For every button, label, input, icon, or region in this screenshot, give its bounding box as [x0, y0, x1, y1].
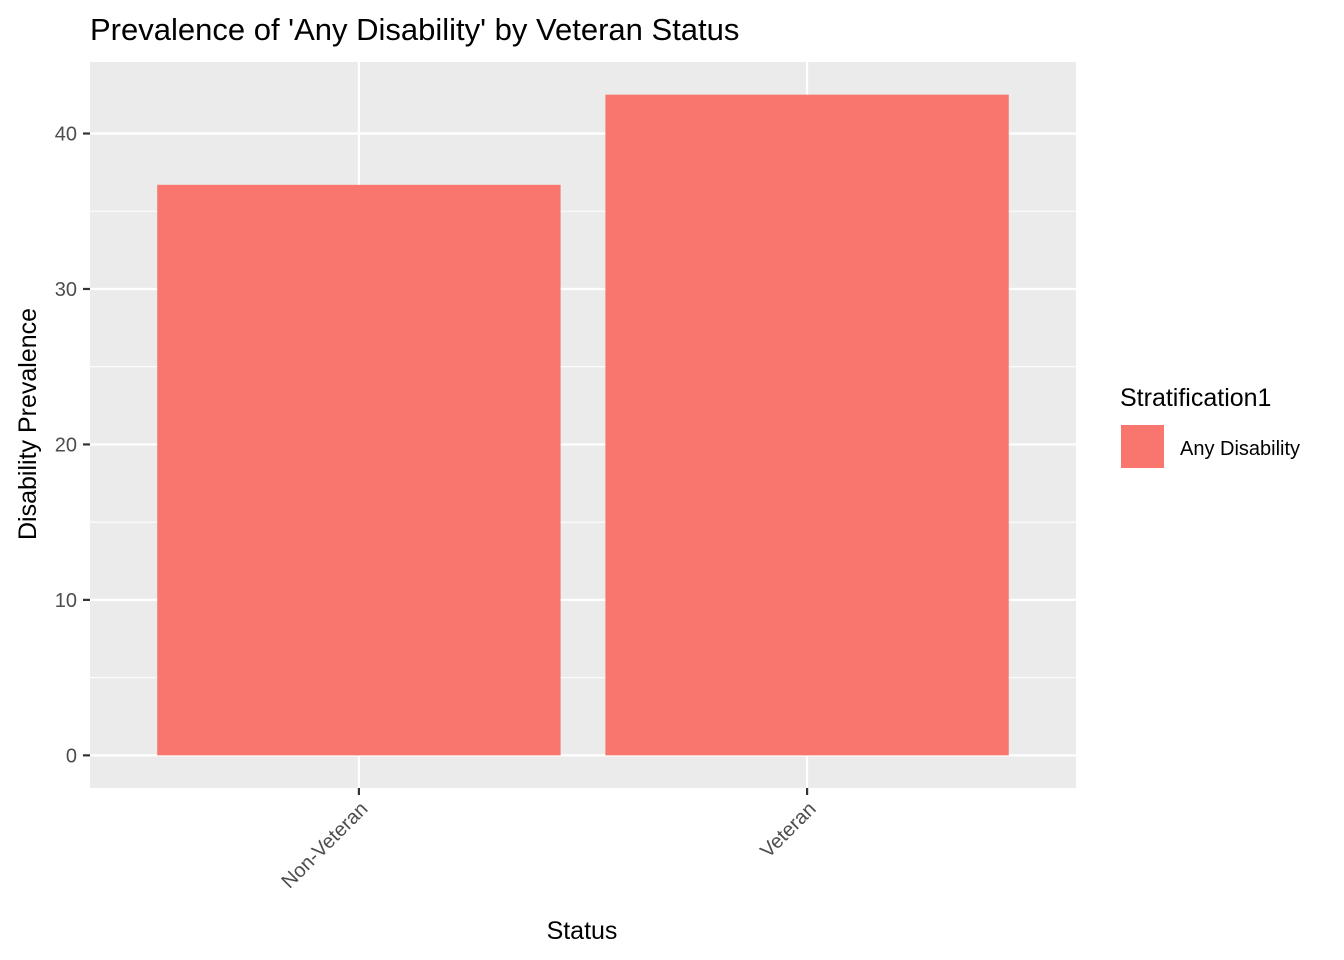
y-tick-label: 40	[55, 124, 77, 146]
bar-non-veteran	[157, 184, 561, 756]
bars	[157, 94, 1009, 756]
legend: Stratification1 Any Disability	[1119, 384, 1300, 470]
y-axis: 0 10 20 30 40	[55, 124, 90, 767]
legend-label-any-disability: Any Disability	[1180, 438, 1300, 460]
x-tick-label: Veteran	[756, 798, 820, 862]
y-tick-label: 30	[55, 279, 77, 301]
y-tick-label: 10	[55, 590, 77, 612]
chart-title: Prevalence of 'Any Disability' by Vetera…	[90, 12, 739, 47]
y-tick-label: 0	[66, 745, 77, 767]
x-axis: Non-Veteran Veteran	[277, 788, 821, 893]
bar-veteran	[605, 94, 1009, 756]
y-axis-title: Disability Prevalence	[14, 308, 42, 540]
x-axis-title: Status	[547, 917, 618, 945]
legend-key-any-disability	[1119, 423, 1166, 470]
legend-title: Stratification1	[1120, 384, 1271, 412]
y-tick-label: 20	[55, 434, 77, 456]
x-tick-label: Non-Veteran	[277, 798, 372, 893]
